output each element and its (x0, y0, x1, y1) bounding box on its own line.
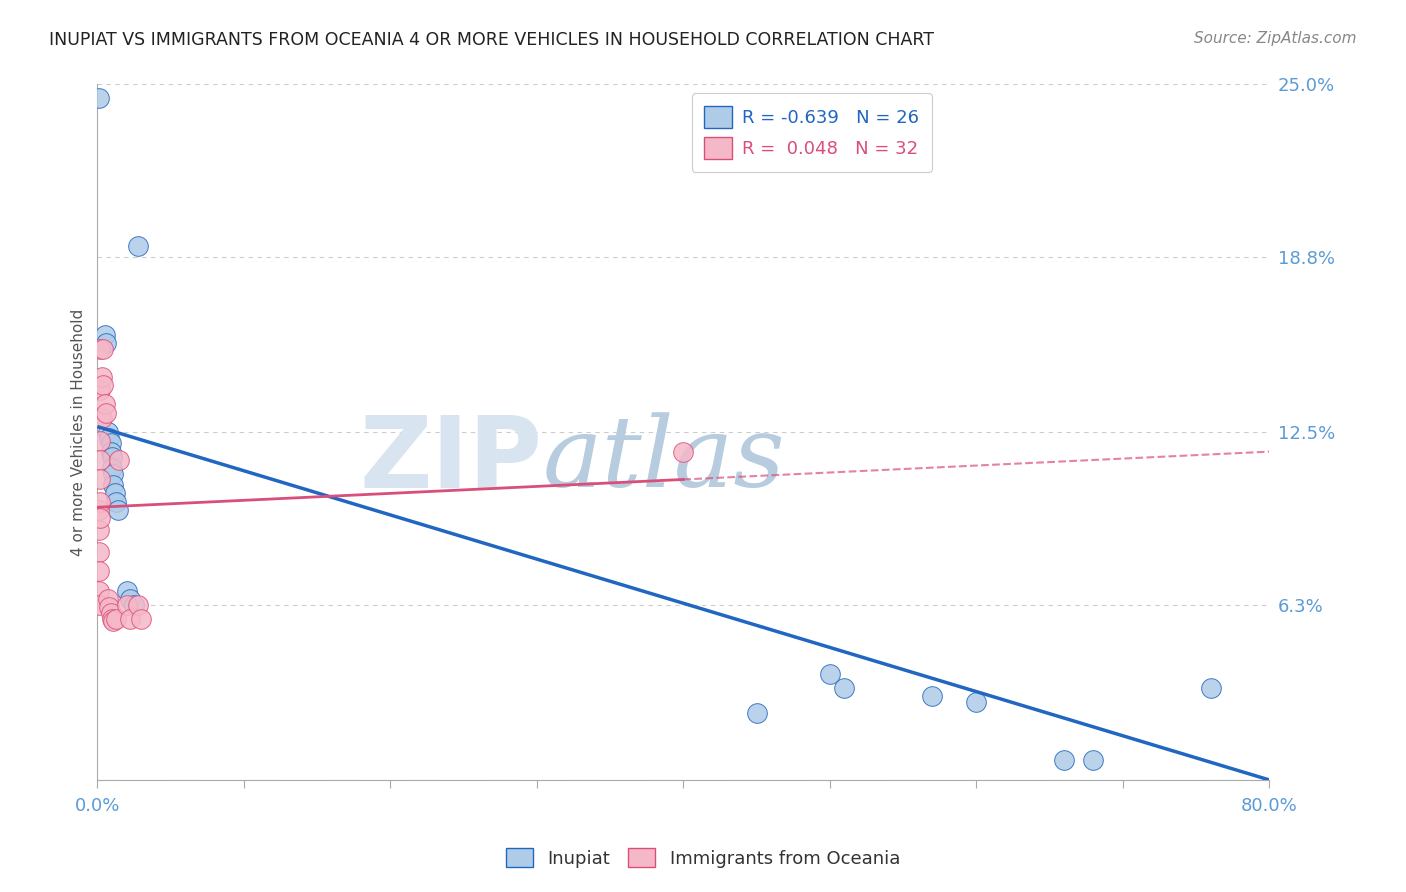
Point (115, 583, 138, 598)
Point (100, 436, 122, 450)
Point (129, 611, 152, 625)
Point (89, 473, 111, 487)
Point (89, 384, 111, 398)
Text: atlas: atlas (543, 412, 786, 508)
Point (98, 431, 121, 445)
Point (94, 406, 117, 420)
Text: INUPIAT VS IMMIGRANTS FROM OCEANIA 4 OR MORE VEHICLES IN HOUSEHOLD CORRELATION C: INUPIAT VS IMMIGRANTS FROM OCEANIA 4 OR … (49, 31, 934, 49)
Point (122, 598, 145, 612)
Point (127, 239, 149, 253)
Point (87, 545, 110, 559)
Point (921, 690, 943, 704)
Point (91, 342, 114, 356)
Point (101, 450, 124, 465)
Legend: R = -0.639   N = 26, R =  0.048   N = 32: R = -0.639 N = 26, R = 0.048 N = 32 (692, 94, 932, 172)
Text: Source: ZipAtlas.com: Source: ZipAtlas.com (1194, 31, 1357, 46)
Point (89, 434, 111, 448)
Point (100, 606, 122, 620)
Point (1053, 753, 1076, 767)
Point (91, 377, 114, 392)
Point (672, 444, 695, 458)
Point (101, 611, 124, 625)
Point (105, 611, 128, 625)
Point (89, 453, 111, 467)
Point (105, 494, 128, 508)
Legend: Inupiat, Immigrants from Oceania: Inupiat, Immigrants from Oceania (495, 838, 911, 879)
Point (104, 486, 127, 500)
Point (94, 336, 117, 351)
Point (87, 523, 110, 537)
Point (115, 598, 138, 612)
Point (87, 583, 110, 598)
Point (93, 397, 115, 411)
Point (103, 478, 125, 492)
Point (108, 453, 131, 467)
Point (118, 592, 141, 607)
Point (93, 327, 115, 342)
Point (103, 467, 125, 481)
Point (1083, 753, 1105, 767)
Point (101, 461, 124, 475)
Y-axis label: 4 or more Vehicles in Household: 4 or more Vehicles in Household (72, 309, 86, 556)
Point (89, 511, 111, 525)
Point (103, 615, 125, 629)
Point (89, 342, 111, 356)
Point (1199, 681, 1222, 695)
Point (89, 494, 111, 508)
Text: ZIP: ZIP (360, 411, 543, 508)
Point (818, 667, 841, 681)
Point (87, 503, 110, 517)
Point (89, 411, 111, 425)
Point (965, 695, 987, 709)
Point (90, 369, 112, 384)
Point (87, 564, 110, 578)
Point (100, 444, 122, 458)
Point (834, 681, 856, 695)
Point (98, 600, 121, 615)
Point (87, 598, 110, 612)
Point (127, 598, 149, 612)
Point (745, 706, 768, 720)
Point (97, 592, 120, 607)
Point (90, 411, 112, 425)
Point (118, 611, 141, 625)
Point (107, 503, 129, 517)
Point (97, 425, 120, 439)
Point (87, 91, 110, 105)
